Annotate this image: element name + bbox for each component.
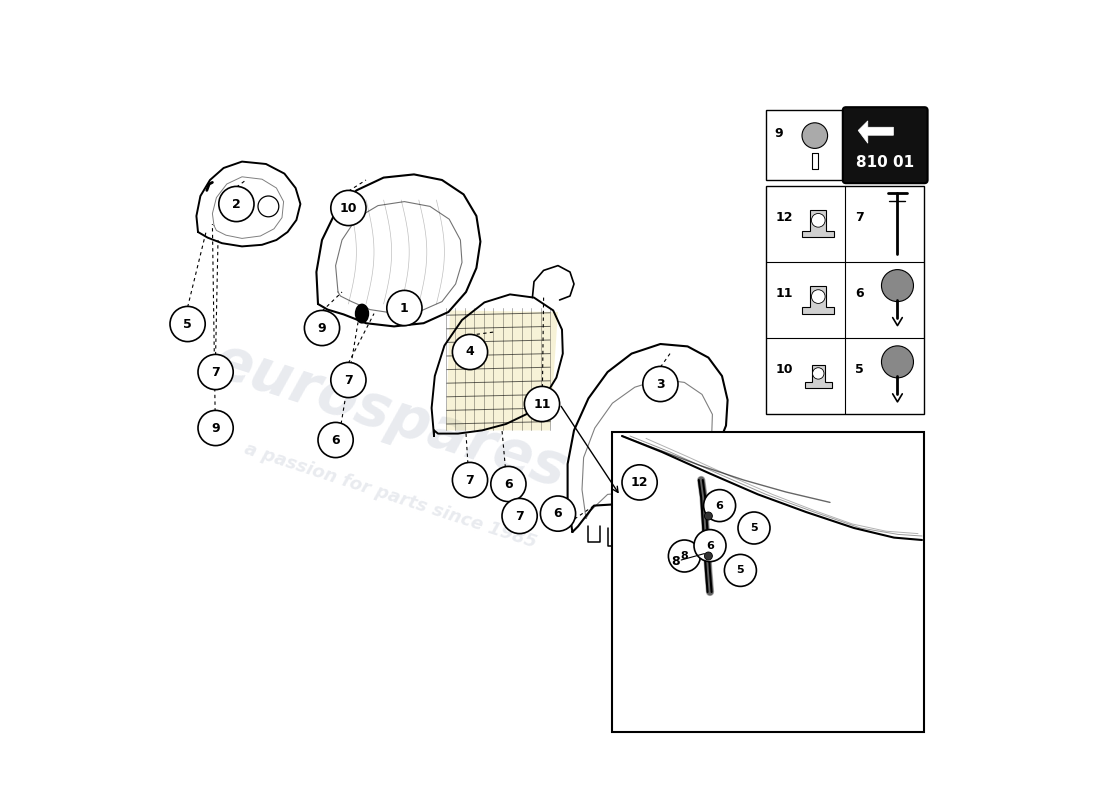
Text: 8: 8 [681,551,689,561]
Text: 8: 8 [671,555,680,568]
Text: 6: 6 [553,507,562,520]
Text: 11: 11 [776,287,793,300]
Text: 5: 5 [855,363,864,376]
Circle shape [525,386,560,422]
Circle shape [452,334,487,370]
Text: 10: 10 [340,202,358,214]
Text: 7: 7 [515,510,524,522]
Text: 9: 9 [774,126,782,140]
Text: 3: 3 [656,378,664,390]
Circle shape [812,214,825,227]
Circle shape [305,310,340,346]
Text: 5: 5 [184,318,192,330]
Polygon shape [805,365,832,388]
FancyBboxPatch shape [843,107,927,183]
Text: 6: 6 [716,501,724,510]
Circle shape [704,490,736,522]
Circle shape [331,190,366,226]
Circle shape [219,186,254,222]
Circle shape [387,290,422,326]
Circle shape [198,410,233,446]
Text: 6: 6 [855,287,864,300]
Circle shape [881,270,913,302]
Bar [613,432,924,732]
Text: 9: 9 [318,322,327,334]
Polygon shape [858,121,893,143]
Text: eurospares: eurospares [206,332,574,500]
Circle shape [491,466,526,502]
Text: 6: 6 [331,434,340,446]
Polygon shape [802,286,835,314]
Bar [766,186,924,414]
Circle shape [738,512,770,544]
Circle shape [725,554,757,586]
Circle shape [318,422,353,458]
Text: 5: 5 [737,566,745,575]
Circle shape [669,540,701,572]
Text: 810 01: 810 01 [856,155,914,170]
Ellipse shape [355,304,370,323]
Text: 1: 1 [400,302,409,314]
Text: 7: 7 [211,366,220,378]
Text: 2: 2 [232,198,241,210]
Circle shape [502,498,537,534]
Polygon shape [446,310,558,430]
Circle shape [198,354,233,390]
Text: 9: 9 [211,422,220,434]
Circle shape [802,123,827,149]
Text: 6: 6 [504,478,513,490]
Circle shape [452,462,487,498]
Circle shape [621,465,657,500]
Circle shape [170,306,206,342]
Text: 10: 10 [776,363,793,376]
Circle shape [704,552,713,560]
Bar [766,110,845,180]
Text: a passion for parts since 1985: a passion for parts since 1985 [242,440,538,552]
Text: 7: 7 [465,474,474,486]
Circle shape [694,530,726,562]
Circle shape [540,496,575,531]
Text: 7: 7 [855,211,864,224]
Text: 7: 7 [344,374,353,386]
Circle shape [881,346,913,378]
Text: 12: 12 [776,211,793,224]
Text: 4: 4 [465,346,474,358]
Text: 5: 5 [750,523,758,533]
Circle shape [331,362,366,398]
Text: 12: 12 [630,476,648,489]
Polygon shape [802,210,835,238]
Circle shape [258,196,278,217]
Text: 11: 11 [534,398,551,410]
Circle shape [704,512,713,520]
Circle shape [642,366,678,402]
Circle shape [812,290,825,303]
Text: 6: 6 [706,541,714,550]
Circle shape [813,368,824,379]
